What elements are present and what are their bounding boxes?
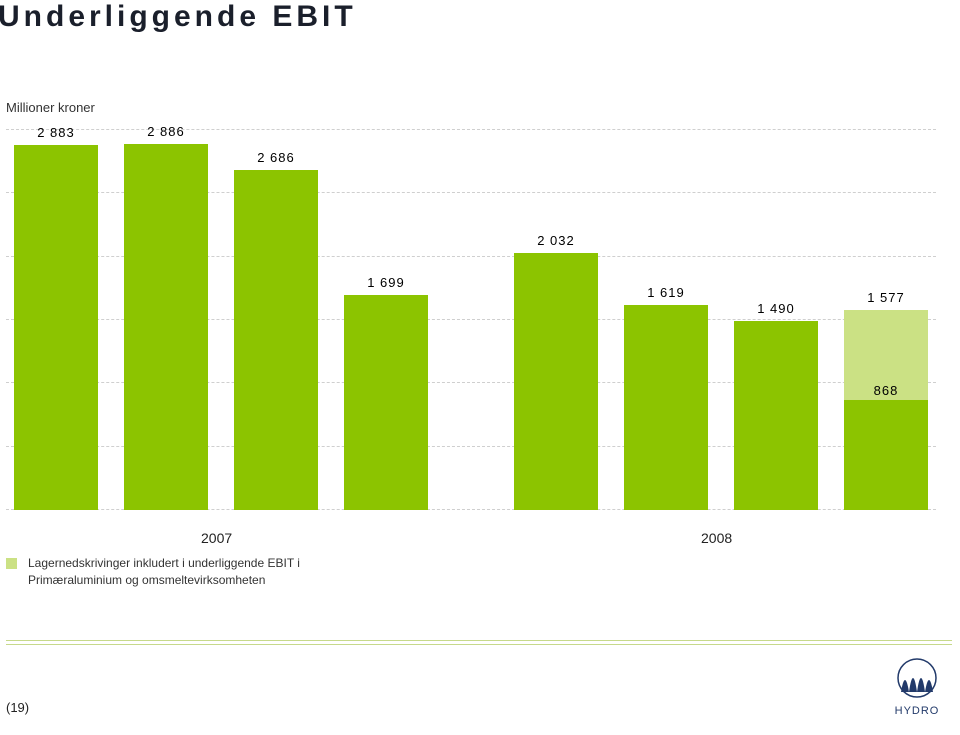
bar-value-label: 1 490: [734, 301, 818, 316]
bar-segment: [514, 253, 598, 510]
bar-value-label: 1 699: [344, 275, 428, 290]
bar-sub-label: 868: [844, 383, 928, 398]
bar: 1 619: [624, 305, 708, 510]
legend-swatch: [6, 558, 17, 569]
footer-rule-1: [6, 640, 952, 641]
bar-value-label: 1 577: [844, 290, 928, 305]
bar-segment: [14, 145, 98, 510]
bar-value-label: 2 032: [514, 233, 598, 248]
legend-text: Lagernedskrivinger inkludert i underligg…: [28, 555, 326, 589]
bar-value-label: 1 619: [624, 285, 708, 300]
bar-value-label: 2 886: [124, 124, 208, 139]
year-label: 2007: [201, 530, 232, 546]
bar-value-label: 2 883: [14, 125, 98, 140]
bar: 2 886: [124, 144, 208, 510]
bar: 2 686: [234, 170, 318, 510]
bar: 2 883: [14, 145, 98, 510]
ebit-bar-chart: 2 883 2 886 2 686 1 699 2 032 1 619 1 490 1 577…: [6, 130, 936, 510]
hydro-logo-text: HYDRO: [882, 705, 952, 717]
chart-subtitle: Millioner kroner: [6, 100, 95, 115]
page-number: (19): [6, 700, 29, 715]
bar-segment: [344, 295, 428, 510]
bar: 2 032: [514, 253, 598, 510]
bar: 1 699: [344, 295, 428, 510]
footer-rule-2: [6, 644, 952, 645]
year-label: 2008: [701, 530, 732, 546]
bar-segment: [234, 170, 318, 510]
bar: 1 577868: [844, 310, 928, 510]
bar-value-label: 2 686: [234, 150, 318, 165]
bar-segment: [624, 305, 708, 510]
hydro-logo-icon: [891, 658, 943, 698]
bar: 1 490: [734, 321, 818, 510]
bar-segment: [844, 400, 928, 510]
bar-segment: [124, 144, 208, 510]
bar-segment: [734, 321, 818, 510]
page-title: Underliggende EBIT: [0, 0, 357, 34]
hydro-logo: HYDRO: [882, 658, 952, 718]
